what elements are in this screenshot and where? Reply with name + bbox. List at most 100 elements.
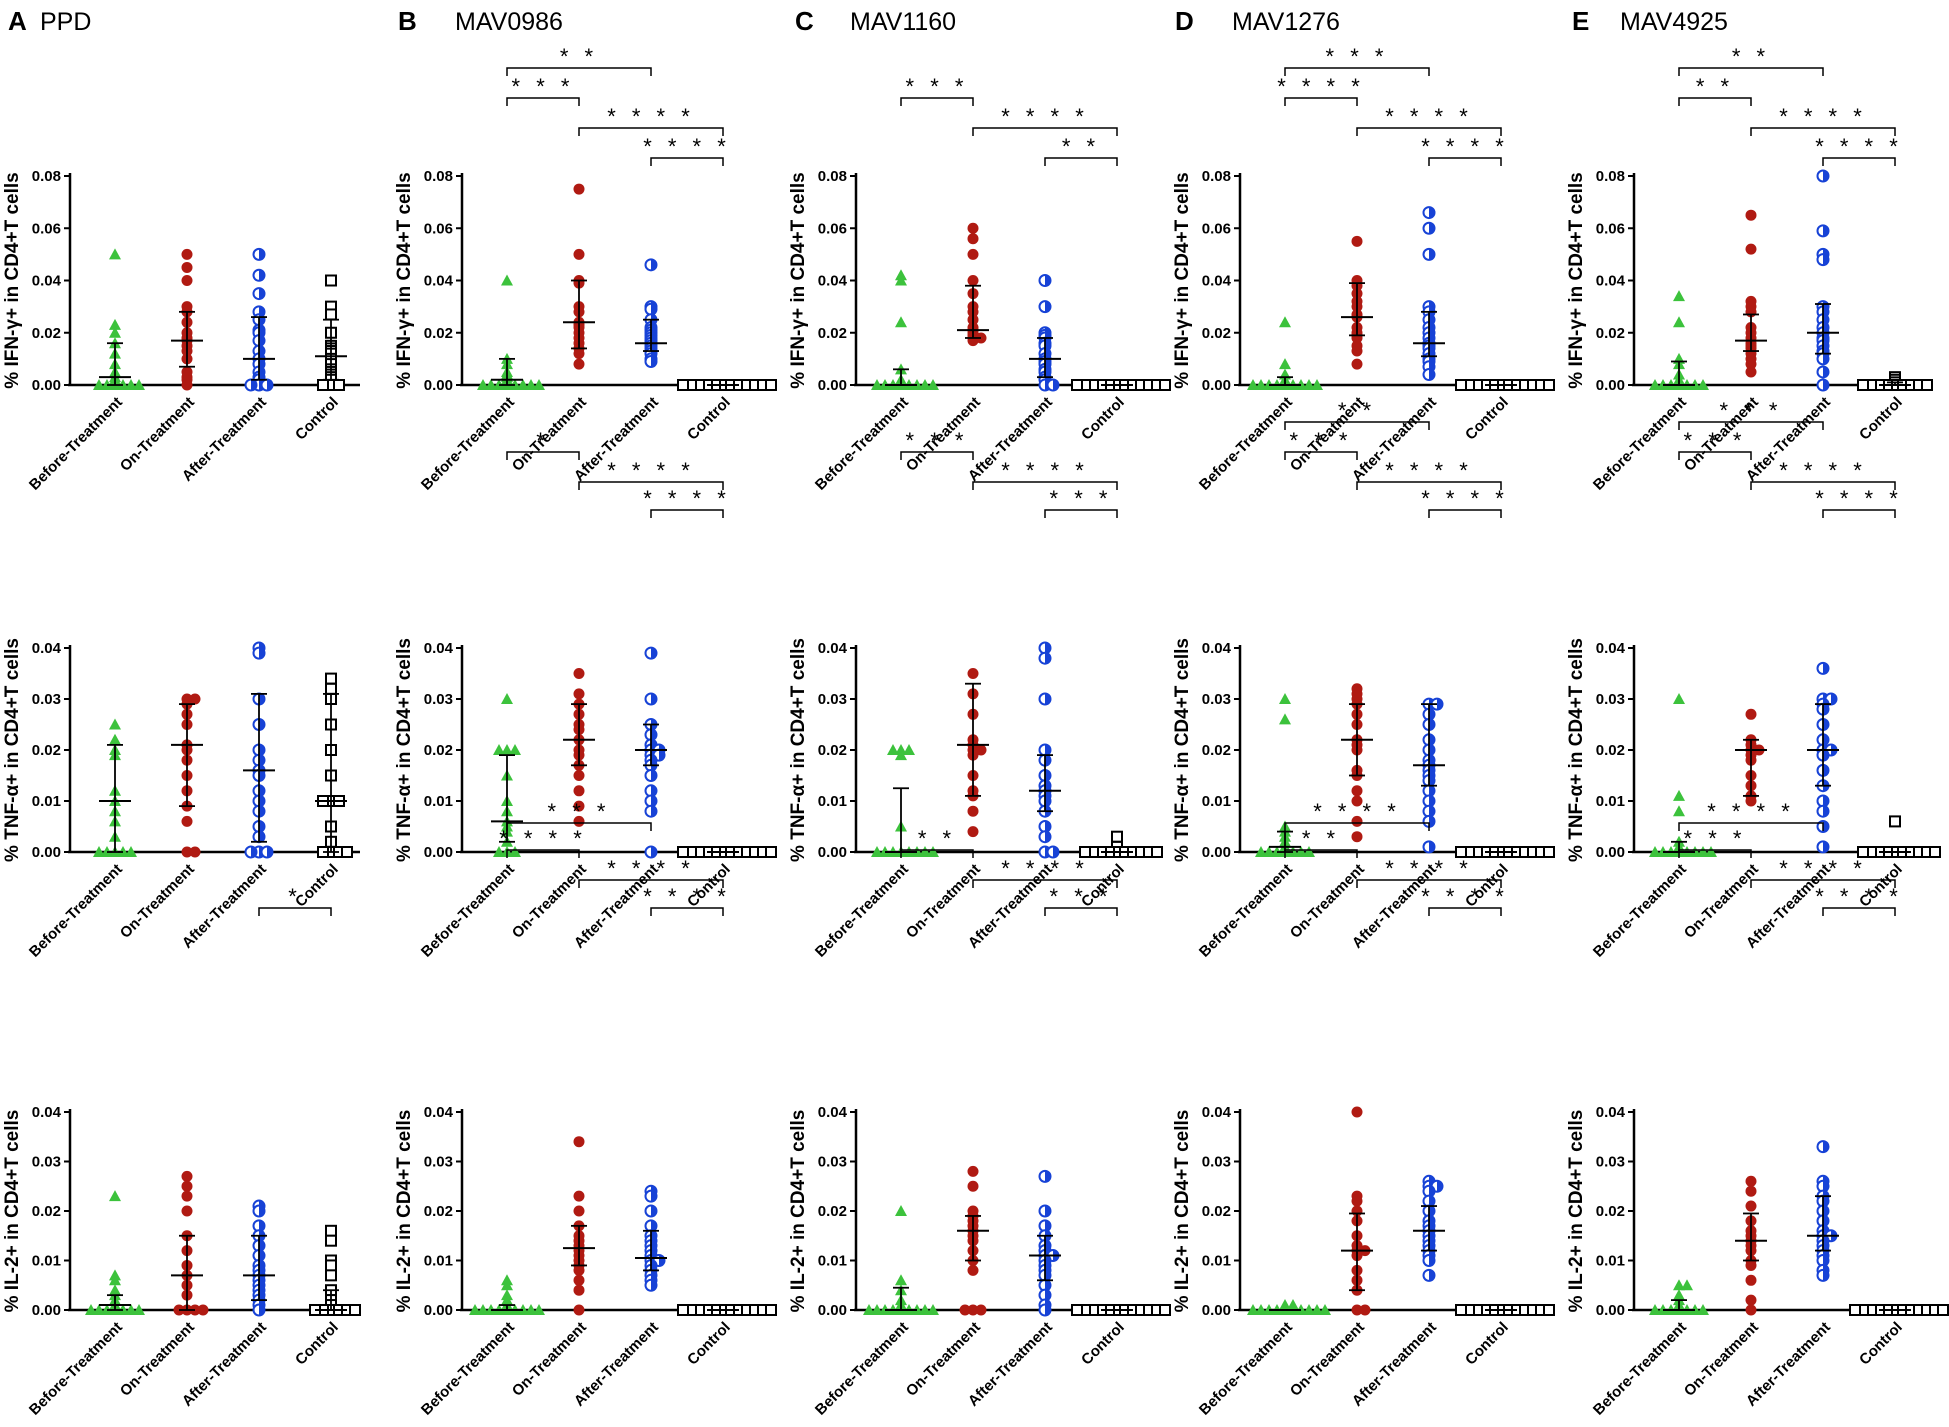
data-point [1745,366,1757,378]
y-tick-label: 0.08 [1202,168,1231,185]
data-point-fill [1429,708,1435,720]
y-tick-label: 0.04 [1596,1104,1626,1121]
x-category-label: Control [292,1319,342,1369]
data-point [895,1205,907,1216]
data-point [573,348,585,360]
data-point [895,749,907,761]
x-category-label: Before-Treatment [1196,1319,1296,1419]
y-tick-label: 0.04 [424,640,454,657]
data-point-fill [1823,254,1829,266]
x-category-label: Control [1462,1319,1512,1369]
significance-label: * * * * [1421,486,1509,511]
data-point [181,1205,193,1217]
data-point [765,379,777,391]
data-point-fill [259,770,265,781]
significance-label: * * * [906,74,969,99]
y-tick-label: 0.06 [1596,220,1625,237]
y-tick-label: 0.04 [818,273,848,290]
data-point [1745,209,1757,221]
data-point [1351,1195,1363,1207]
data-point [485,379,497,390]
y-tick-label: 0.02 [818,742,847,759]
data-point [1697,846,1709,857]
significance-label: * * * [906,428,969,453]
y-tick-label: 0.04 [818,640,848,657]
significance-bracket [1750,481,1896,490]
data-point [1071,379,1083,391]
data-point [573,815,585,827]
y-axis-label: % TNF-α+ in CD4+T cells [1566,638,1587,862]
data-point [765,1304,777,1316]
data-point [1673,789,1685,801]
significance-bracket [1428,157,1502,166]
y-tick-label: 0.01 [818,793,847,810]
y-tick-label: 0.08 [32,168,61,185]
data-point-fill [1429,1195,1435,1207]
significance-bracket [900,97,974,106]
significance-label: * * [1338,398,1376,423]
data-point [895,274,907,286]
significance-label: * * * * [1385,104,1473,129]
data-point [109,248,121,260]
data-point [125,1304,137,1315]
data-point [975,1304,987,1316]
data-point [1351,1304,1363,1316]
y-tick-label: 0.00 [424,844,453,861]
data-point [109,733,121,745]
data-point [1279,358,1291,370]
data-point [469,1304,481,1315]
data-point [325,1269,337,1282]
data-point-fill [1429,795,1435,807]
y-tick-label: 0.00 [1596,377,1625,394]
significance-label: * [288,884,302,909]
x-category-label: Before-Treatment [26,1319,126,1419]
data-point-fill [1429,785,1435,797]
panel-label-d: D [1175,6,1194,36]
x-category-label: Before-Treatment [1590,1319,1690,1419]
data-point-fill [259,719,265,730]
data-point-fill [651,647,657,659]
data-point [967,826,979,838]
data-point [1159,379,1171,391]
data-point [1543,846,1555,858]
y-tick-label: 0.02 [1596,742,1625,759]
data-point [1745,1274,1757,1286]
data-point [189,693,201,705]
data-point-fill [1429,207,1435,219]
data-point [509,846,521,857]
data-point [1151,846,1163,858]
data-point [1351,815,1363,827]
y-tick-label: 0.00 [1596,1302,1625,1319]
x-category-label: On-Treatment [1681,1319,1762,1400]
data-point [1311,1304,1323,1315]
data-point [967,1180,979,1192]
data-point [1263,846,1275,857]
data-point [573,248,585,260]
data-point-fill [1045,770,1051,781]
data-point [573,1274,585,1286]
x-category-label: Before-Treatment [812,861,912,961]
chart-b-row3: 0.00 0.01 0.02 0.03 0.04 % IL-2+ in CD4+T cel… [394,799,777,1419]
significance-label: * * * * [1001,856,1089,881]
y-tick-label: 0.02 [1596,1203,1625,1220]
significance-bracket [578,481,724,490]
data-point-fill [1429,222,1435,234]
y-axis-label: % IL-2+ in CD4+T cells [2,1110,23,1313]
data-point-fill [651,303,657,315]
data-point [181,261,193,273]
data-point [1159,1304,1171,1316]
chart-a-row2: 0.00 0.01 0.02 0.03 0.04 % TNF-α+ in CD4+T ce… [2,638,360,961]
chart-e-row2: 0.00 0.01 0.02 0.03 0.04 % TNF-α+ in CD4+T ce… [1566,398,1941,961]
data-point-fill [659,749,665,761]
data-point [477,379,489,390]
x-category-label: On-Treatment [903,1319,984,1400]
y-tick-label: 0.04 [1202,640,1232,657]
x-category-label: Control [684,394,734,444]
chart-e-row3: 0.00 0.01 0.02 0.03 0.04 % IL-2+ in CD4+T cel… [1566,799,1949,1419]
significance-label: * * * * [643,486,731,511]
data-point-fill [1823,805,1829,817]
data-point-fill [651,693,657,705]
data-point-fill [1045,1205,1051,1217]
data-point [1649,379,1661,390]
